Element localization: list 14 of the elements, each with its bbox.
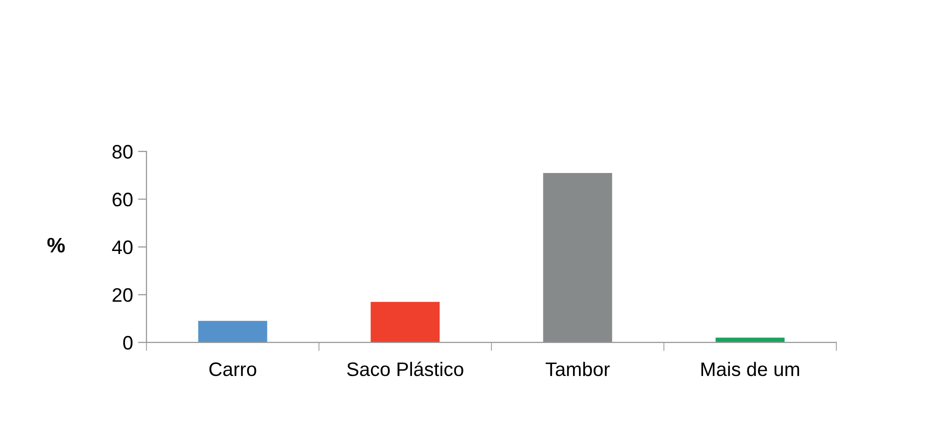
y-tick-label: 20	[112, 288, 133, 302]
y-axis-title: %	[47, 238, 65, 252]
bar	[370, 302, 440, 342]
bar	[716, 338, 785, 342]
x-tick-label: Saco Plástico	[347, 362, 464, 376]
y-tick-label: 80	[112, 144, 133, 159]
x-tick-label: Mais de um	[701, 362, 800, 376]
y-tick-label: 40	[112, 240, 133, 254]
x-tick-label: Carro	[209, 362, 256, 376]
bar	[543, 172, 612, 342]
y-tick-label: 0	[123, 336, 133, 350]
y-tick-label: 60	[112, 192, 133, 206]
x-tick-label: Tambor	[546, 362, 610, 376]
bar	[198, 320, 268, 342]
